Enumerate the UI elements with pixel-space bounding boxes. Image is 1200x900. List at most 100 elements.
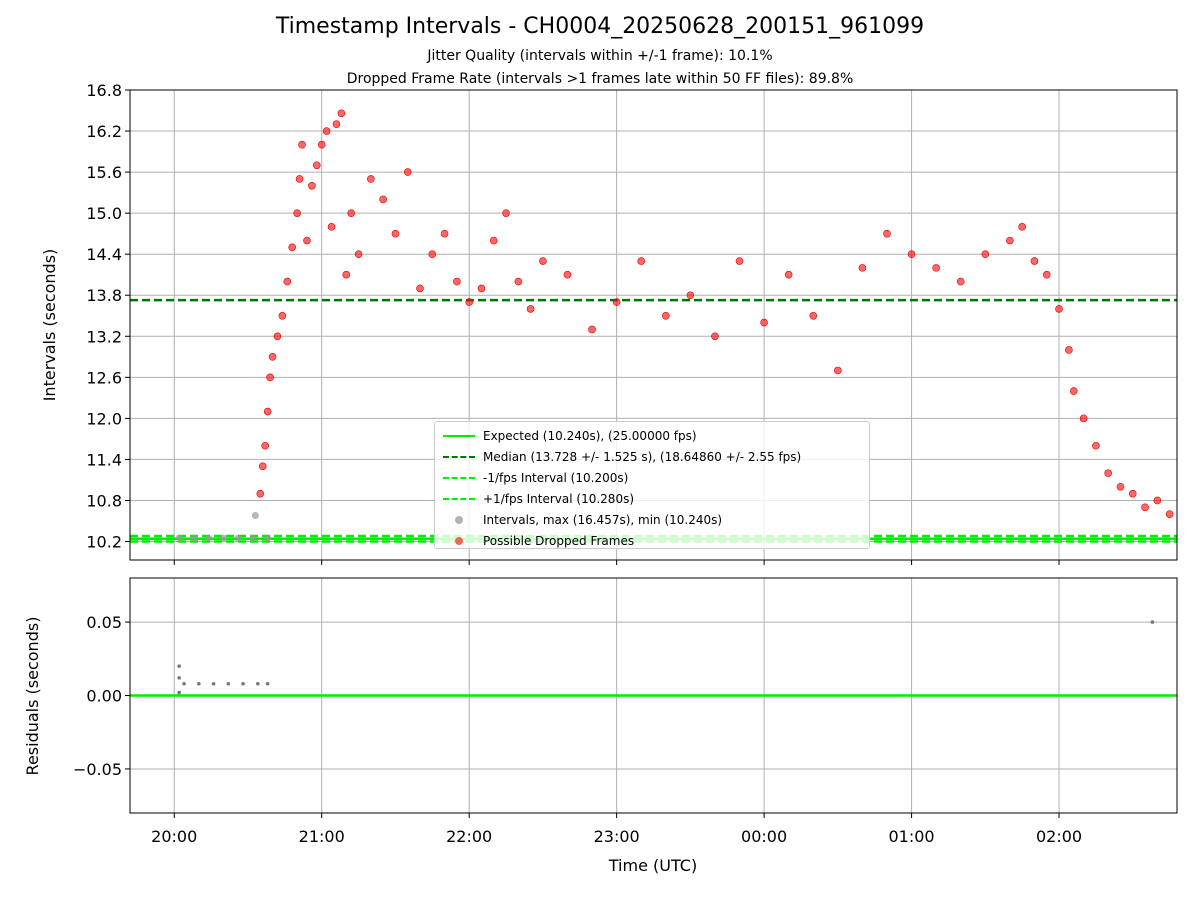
legend-swatch: [443, 532, 475, 550]
residual-point: [211, 681, 216, 686]
dropped-frame-point: [453, 277, 461, 286]
residual-point: [177, 676, 181, 680]
upper-ytick-label: 10.8: [86, 491, 122, 510]
upper-ytick-label: 12.6: [86, 368, 122, 387]
dropped-frame-point: [440, 229, 449, 238]
upper-yticks: 10.2 10.8 11.4 12.0 12.6 13.2 13.8 14.4 15.0 15.6…: [86, 81, 130, 552]
dropped-frame-point: [1165, 510, 1174, 518]
dropped-frame-point: [502, 209, 510, 217]
lower-panel: 0.05 0.00 −0.05 20:00 21:00 22:00 23:00 00:00 0…: [23, 577, 1178, 875]
dropped-frame-point: [539, 257, 547, 265]
upper-ytick-label: 13.8: [86, 286, 122, 305]
dropped-frame-point: [298, 140, 306, 149]
dropped-frame-point: [308, 181, 316, 190]
legend-swatch: [443, 490, 475, 508]
dropped-frame-point: [268, 353, 277, 361]
dropped-frame-point: [1116, 482, 1125, 491]
interval-point: [219, 534, 227, 542]
dropped-frame-point: [834, 366, 842, 375]
residual-point: [256, 681, 260, 686]
lower-yticks: 0.05 0.00 −0.05: [73, 613, 130, 779]
upper-xticks: [173, 560, 1060, 565]
upper-ytick-label: 15.0: [86, 204, 122, 223]
dropped-frame-point: [391, 229, 400, 238]
dropped-frame-point: [1069, 387, 1078, 395]
legend-swatch: [443, 511, 475, 529]
lower-xticks: 20:00 21:00 22:00 23:00 00:00 01:00 02:00: [151, 813, 1082, 846]
dropped-frame-point: [416, 284, 424, 293]
dropped-frame-point: [1128, 489, 1137, 498]
dropped-frame-point: [354, 250, 363, 258]
interval-point: [205, 534, 213, 542]
dropped-frame-point: [403, 168, 412, 176]
lower-points: [177, 620, 1155, 695]
dropped-frame-point: [283, 277, 292, 286]
dropped-frame-point: [256, 489, 265, 498]
dropped-frame-point: [322, 127, 331, 135]
legend-entry: +1/fps Interval (10.280s): [443, 490, 634, 508]
dropped-frame-point: [932, 264, 940, 272]
dropped-frame-point: [809, 311, 818, 320]
dropped-frame-point: [1065, 346, 1073, 354]
dropped-frame-point: [293, 209, 301, 217]
legend-entry: Expected (10.240s), (25.00000 fps): [443, 427, 697, 445]
dropped-frame-point: [266, 373, 274, 382]
dropped-frame-point: [379, 195, 387, 204]
dropped-frame-point: [981, 250, 990, 258]
dropped-frame-point: [327, 223, 336, 231]
dropped-frame-point: [956, 277, 965, 286]
interval-point: [234, 534, 242, 542]
chart-subtitle-jitter: Jitter Quality (intervals within +/-1 fr…: [427, 48, 773, 64]
upper-ytick-label: 16.8: [86, 81, 122, 100]
dropped-frame-point: [263, 407, 272, 416]
legend-swatch: [443, 427, 475, 445]
dropped-frame-point: [428, 250, 437, 258]
legend-label: Expected (10.240s), (25.00000 fps): [483, 429, 697, 443]
interval-point: [175, 534, 183, 542]
dropped-frame-point: [465, 298, 473, 306]
upper-ytick-label: 10.2: [86, 533, 122, 552]
dropped-frame-point: [760, 318, 768, 327]
dropped-frame-point: [367, 175, 375, 183]
dropped-frame-point: [612, 298, 621, 306]
interval-point: [249, 534, 257, 542]
legend-label: Median (13.728 +/- 1.525 s), (18.64860 +…: [483, 450, 802, 464]
dropped-frame-point: [278, 311, 287, 320]
dropped-frame-point: [1079, 414, 1088, 423]
xtick-label: 21:00: [299, 827, 345, 846]
dropped-frame-point: [489, 236, 498, 245]
xtick-label: 01:00: [889, 827, 935, 846]
dropped-frame-point: [312, 161, 321, 170]
upper-y-axis-label: Intervals (seconds): [40, 249, 59, 402]
legend-label: Intervals, max (16.457s), min (10.240s): [483, 513, 723, 527]
legend: Expected (10.240s), (25.00000 fps) Median…: [434, 421, 870, 549]
dropped-frame-point: [526, 305, 535, 313]
lower-ytick-label: 0.05: [86, 613, 122, 632]
dropped-frame-point: [337, 109, 346, 118]
residual-point: [197, 681, 201, 686]
dropped-frame-point: [514, 277, 523, 286]
dropped-frame-point: [317, 140, 326, 149]
dropped-frame-point: [661, 311, 670, 320]
legend-label: Possible Dropped Frames: [483, 534, 635, 548]
upper-ytick-label: 12.0: [86, 409, 122, 428]
chart-title: Timestamp Intervals - CH0004_20250628_20…: [275, 14, 925, 39]
xtick-label: 02:00: [1036, 827, 1082, 846]
legend-swatch: [443, 448, 475, 466]
dropped-frame-point: [1104, 469, 1112, 477]
dropped-frame-point: [295, 175, 304, 183]
legend-entry: Median (13.728 +/- 1.525 s), (18.64860 +…: [443, 448, 801, 466]
dropped-frame-point: [1141, 503, 1149, 512]
legend-label: -1/fps Interval (10.200s): [483, 471, 629, 485]
xtick-label: 22:00: [446, 827, 492, 846]
interval-point: [190, 534, 198, 542]
upper-ytick-label: 13.2: [86, 327, 122, 346]
legend-entry: Intervals, max (16.457s), min (10.240s): [443, 511, 722, 529]
dropped-frame-point: [686, 291, 695, 300]
dropped-frame-point: [858, 264, 867, 272]
dropped-frame-point: [342, 270, 351, 279]
upper-axes-frame: [129, 89, 1178, 561]
dropped-frame-point: [637, 257, 646, 265]
residual-point: [226, 681, 231, 686]
